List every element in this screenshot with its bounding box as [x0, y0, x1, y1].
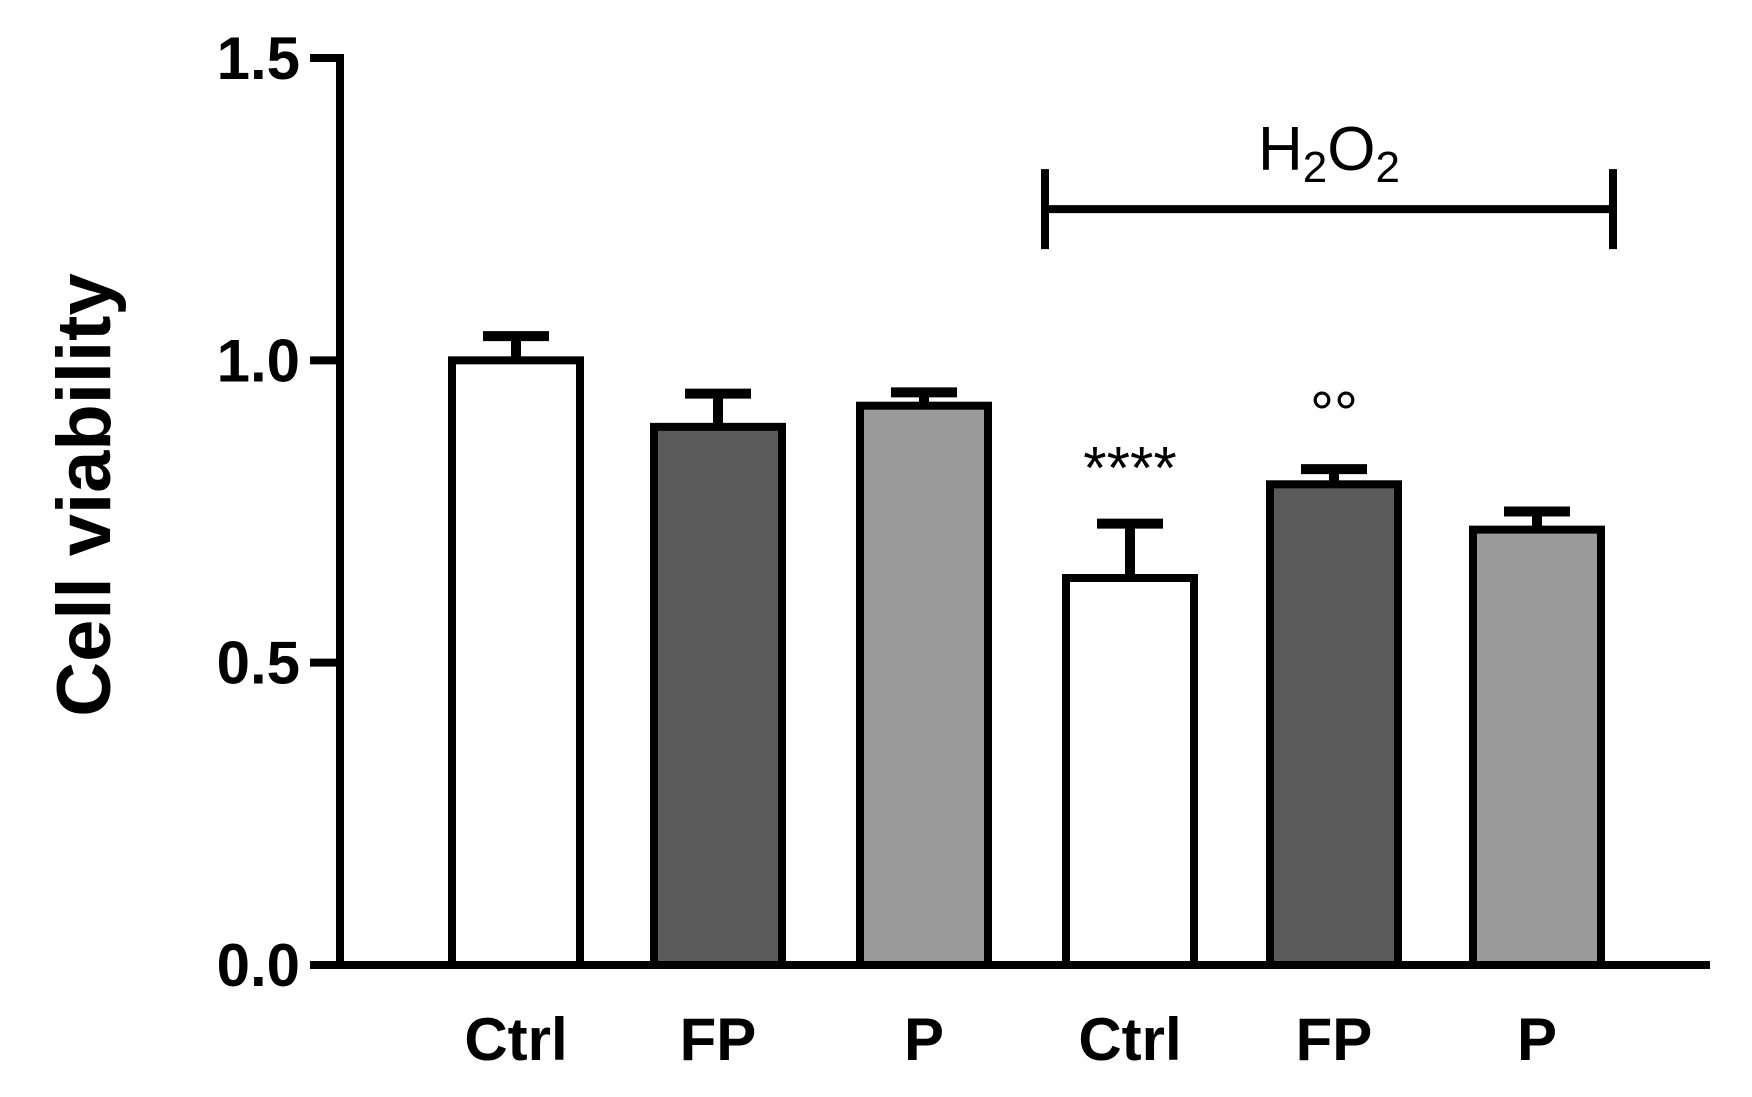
y-tick-label: 1.0 — [217, 327, 300, 394]
y-tick-label: 0.5 — [217, 630, 300, 697]
bar — [1062, 574, 1198, 969]
x-tick-label: Ctrl — [1078, 1006, 1181, 1073]
group-label: H2O2 — [1258, 115, 1400, 192]
bars — [448, 331, 1605, 970]
label-part: H — [1258, 115, 1303, 184]
label-part: O — [1327, 115, 1375, 184]
group-bracket: H2O2 — [1041, 115, 1617, 250]
subscript: 2 — [1376, 143, 1400, 192]
labels: Ctrl FP P Ctrl FP P **** °° — [464, 380, 1557, 1073]
y-tick-label: 1.5 — [217, 25, 300, 92]
y-tick-label: 0.0 — [217, 932, 300, 999]
bar — [448, 356, 584, 970]
y-axis-label: Cell viability — [42, 273, 127, 717]
significance-annotation: °° — [1310, 380, 1358, 447]
bar — [856, 401, 992, 969]
x-tick-label: Ctrl — [464, 1006, 567, 1073]
bar — [650, 422, 786, 969]
bar — [1469, 525, 1605, 969]
subscript: 2 — [1303, 143, 1327, 192]
x-tick-label: FP — [1296, 1006, 1373, 1073]
x-tick-label: FP — [680, 1006, 757, 1073]
x-tick-label: P — [904, 1006, 944, 1073]
x-tick-label: P — [1517, 1006, 1557, 1073]
significance-annotation: **** — [1083, 435, 1176, 502]
bar — [1266, 480, 1402, 969]
